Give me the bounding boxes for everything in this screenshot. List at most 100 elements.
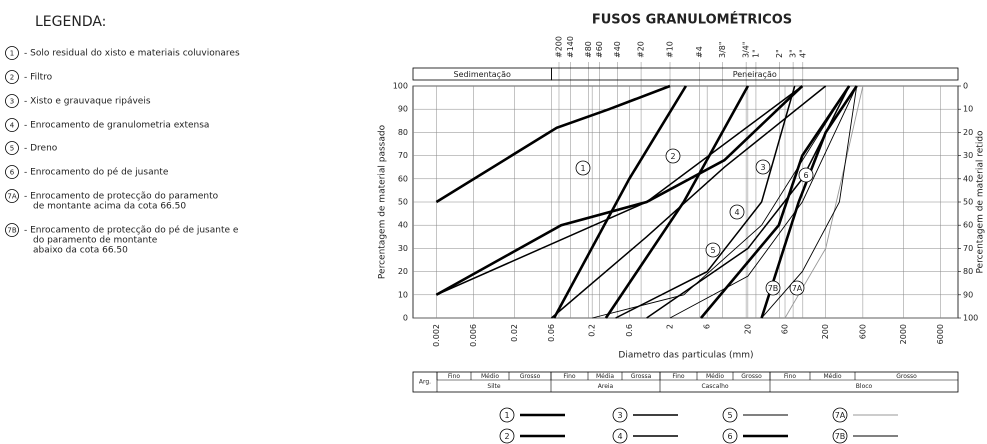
section-box [551, 67, 959, 81]
class-fraction: Bloco [856, 383, 873, 390]
sieve-label: #10 [666, 41, 675, 58]
envelope-line [436, 85, 803, 296]
sieve-label: #80 [584, 41, 593, 58]
x-tick-label: 0.6 [625, 324, 634, 337]
legend-item: - Enrocamento de granulometria extensa [24, 121, 209, 131]
sieve-label: #60 [595, 41, 604, 58]
sieve-label: 4" [798, 49, 807, 58]
y-tick-label: 80 [398, 128, 408, 137]
y2-tick-label: 60 [963, 221, 973, 230]
legend-circle [832, 428, 848, 444]
legend-item: de montante acima da cota 66.50 [33, 202, 186, 212]
curve-label: 6 [803, 171, 808, 180]
legend-key: 2 [504, 432, 509, 441]
legend-key: 1 [10, 50, 14, 58]
class-fraction: Cascalho [701, 383, 728, 390]
x-tick-label: 2000 [899, 324, 908, 344]
x-tick-label: 0.02 [510, 324, 519, 342]
legend-key: 7A [835, 411, 846, 420]
class-frame [412, 371, 959, 393]
sieve-label: #40 [613, 41, 622, 58]
y2-tick-label: 40 [963, 174, 973, 183]
y2-tick-label: 30 [963, 151, 973, 160]
legend-circle [722, 407, 738, 423]
curve-label: 1 [580, 164, 585, 173]
sieve-label: #200 [554, 36, 563, 58]
envelope-line [604, 85, 750, 319]
y2-tick-label: 100 [963, 314, 978, 323]
legend-circle [612, 407, 628, 423]
class-sub: Médio [481, 373, 499, 380]
legend-item: - Solo residual do xisto e materiais col… [24, 49, 240, 59]
class-sub: Fino [448, 373, 460, 380]
y-tick-label: 90 [398, 105, 408, 114]
curve-label: 5 [710, 246, 715, 255]
legend-item: - Enrocamento de protecção do pé de jusa… [24, 225, 239, 236]
curve-label-circle [705, 242, 721, 258]
envelope-line [592, 85, 850, 319]
x-tick-label: 200 [821, 324, 830, 339]
class-sub: Grosso [520, 373, 541, 380]
section-label: Peneiração [733, 70, 777, 79]
legend-circle [5, 165, 19, 179]
legend-item: - Enrocamento do pé de jusante [24, 167, 169, 178]
envelope-line [760, 85, 858, 319]
legend-circle [5, 94, 19, 108]
legend-circle [5, 46, 19, 60]
y2-axis-label: Percentagem de material retido [976, 130, 986, 274]
class-first: Arg. [419, 379, 431, 386]
envelope-line [669, 85, 858, 319]
class-sub: Grosso [741, 373, 762, 380]
y-tick-label: 40 [398, 221, 408, 230]
class-sub: Grossa [631, 373, 652, 380]
y2-tick-label: 0 [963, 82, 968, 91]
envelope-line [615, 85, 796, 319]
x-tick-label: 20 [743, 324, 752, 334]
x-tick-label: 0.006 [469, 324, 478, 347]
class-sub: Fino [672, 373, 684, 380]
legend-key: 7B [7, 227, 16, 235]
x-tick-label: 6 [703, 324, 712, 329]
curve-label: 4 [734, 208, 739, 217]
sieve-label: 1" [751, 49, 760, 58]
y-tick-label: 10 [398, 290, 408, 299]
chart-title: FUSOS GRANULOMÉTRICOS [592, 12, 792, 28]
class-sub: Médio [823, 373, 841, 380]
class-sub: Fino [563, 373, 575, 380]
y2-tick-label: 80 [963, 267, 973, 276]
class-sub: Fino [784, 373, 796, 380]
legend-item: do paramento de montante [33, 236, 158, 246]
sieve-label: #4 [695, 46, 704, 58]
curve-label: 3 [760, 163, 765, 172]
curve-label-circle [798, 167, 814, 183]
y-tick-label: 50 [398, 198, 408, 207]
legend-circle [499, 428, 515, 444]
envelope-line [761, 85, 858, 319]
legend-key: 7B [835, 432, 846, 441]
curve-label: 2 [670, 152, 675, 161]
legend-item: - Xisto e grauvaque ripáveis [24, 97, 151, 107]
curve-label-circle [765, 280, 781, 296]
legend-item: - Enrocamento de protecção do paramento [24, 192, 219, 202]
legend-circle [612, 428, 628, 444]
legend-key: 5 [727, 411, 732, 420]
sieve-label: 3" [789, 49, 798, 58]
legend-circle [5, 189, 19, 203]
x-tick-label: 600 [858, 324, 867, 339]
legend-circle [5, 223, 19, 237]
envelope-line [435, 84, 671, 204]
class-fraction: Areia [598, 383, 614, 390]
legend-key: 4 [10, 122, 15, 130]
legend-title: LEGENDA: [35, 14, 106, 30]
class-sub: Média [596, 373, 614, 380]
sieve-label: 3/8" [718, 41, 727, 58]
envelope-line [552, 85, 688, 319]
y-tick-label: 60 [398, 174, 408, 183]
sieve-label: #140 [566, 36, 575, 58]
legend-circle [722, 428, 738, 444]
y2-tick-label: 10 [963, 105, 973, 114]
legend-key: 4 [617, 432, 622, 441]
sieve-label: 2" [775, 49, 784, 58]
sieve-label: #20 [637, 41, 646, 58]
